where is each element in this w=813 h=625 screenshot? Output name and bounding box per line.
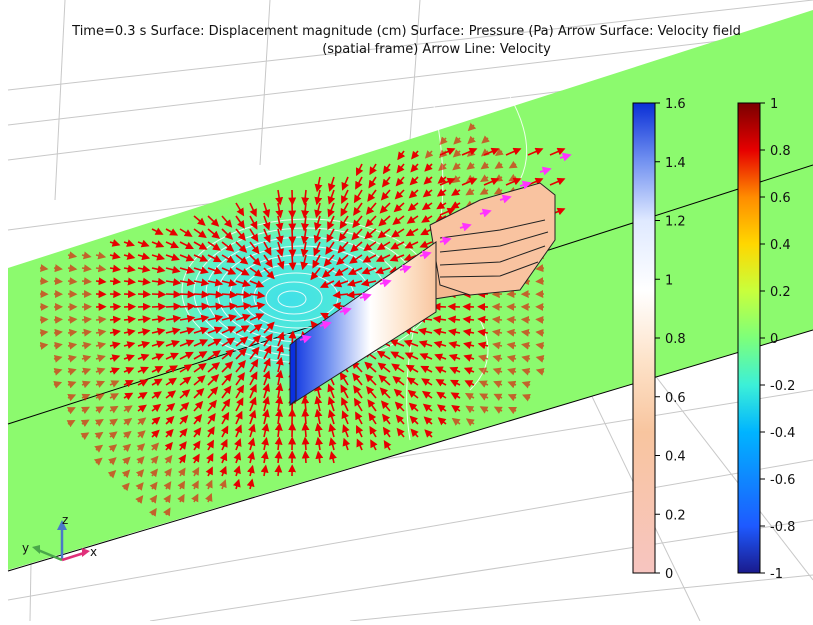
- colorbar-tick-label: -0.8: [770, 520, 795, 535]
- colorbar-pressure-gradient: [738, 103, 760, 573]
- velocity-arrow: [82, 319, 90, 320]
- velocity-arrow: [40, 281, 47, 282]
- velocity-arrow: [537, 281, 544, 282]
- velocity-arrow: [278, 452, 279, 463]
- velocity-arrow: [96, 319, 105, 320]
- velocity-arrow: [110, 281, 120, 282]
- velocity-arrow: [54, 268, 61, 269]
- velocity-arrow: [54, 319, 61, 320]
- velocity-arrow: [54, 332, 61, 333]
- velocity-arrow: [40, 319, 47, 320]
- velocity-arrow: [40, 332, 47, 333]
- velocity-arrow: [305, 424, 306, 437]
- velocity-arrow: [82, 281, 90, 282]
- velocity-arrow: [292, 216, 293, 230]
- colorbar-tick-label: 0.6: [665, 391, 686, 406]
- velocity-arrow: [166, 306, 180, 307]
- velocity-arrow: [208, 306, 222, 307]
- velocity-arrow: [96, 281, 105, 282]
- velocity-arrow: [138, 307, 149, 308]
- axis-label-y: y: [22, 541, 29, 555]
- velocity-arrow: [152, 294, 165, 295]
- colorbar-tick-label: 1.6: [665, 97, 686, 112]
- colorbar-tick-label: 0.4: [665, 450, 686, 465]
- velocity-arrow: [305, 438, 306, 450]
- velocity-arrow: [194, 306, 208, 307]
- velocity-arrow: [152, 306, 165, 307]
- axis-label-z: z: [62, 513, 68, 527]
- colorbar-tick-label: 0.2: [770, 285, 791, 300]
- colorbar-tick-label: -0.4: [770, 426, 795, 441]
- velocity-arrow: [292, 242, 293, 256]
- colorbar-tick-label: -0.2: [770, 379, 795, 394]
- velocity-arrow: [523, 332, 531, 333]
- colorbar-tick-label: 0: [665, 567, 673, 582]
- velocity-arrow: [110, 319, 120, 320]
- colorbar-tick-label: 0.4: [770, 238, 791, 253]
- colorbar-tick-label: 0.8: [770, 144, 791, 159]
- colorbar-tick-label: 1.2: [665, 215, 686, 230]
- colorbar-tick-label: 0: [770, 332, 778, 347]
- velocity-arrow: [537, 268, 544, 269]
- velocity-arrow: [166, 294, 180, 295]
- colorbar-displacement-gradient: [633, 103, 655, 573]
- velocity-arrow: [68, 281, 76, 282]
- velocity-arrow: [537, 332, 544, 333]
- velocity-arrow: [464, 319, 474, 320]
- colorbar-tick-label: 1: [770, 97, 778, 112]
- colorbar-tick-label: -1: [770, 567, 783, 582]
- plot-title-line-1: Time=0.3 s Surface: Displacement magnitu…: [0, 24, 813, 39]
- velocity-arrow: [292, 255, 293, 269]
- velocity-arrow: [537, 319, 544, 320]
- velocity-arrow: [479, 319, 488, 320]
- velocity-arrow: [68, 268, 76, 269]
- velocity-arrow: [180, 306, 194, 307]
- velocity-arrow: [68, 319, 76, 320]
- velocity-arrow: [522, 319, 530, 320]
- velocity-arrow: [208, 294, 222, 295]
- colorbar-tick-label: -0.6: [770, 473, 795, 488]
- colorbar-tick-label: 0.6: [770, 191, 791, 206]
- axis-label-x: x: [90, 545, 97, 559]
- velocity-arrow: [305, 452, 306, 463]
- colorbar-tick-label: 0.2: [665, 508, 686, 523]
- velocity-arrow: [278, 466, 279, 476]
- velocity-arrow: [292, 229, 293, 243]
- colorbar-tick-label: 1: [665, 273, 673, 288]
- colorbar-tick-label: 0.8: [665, 332, 686, 347]
- velocity-arrow: [180, 294, 194, 295]
- colorbar-tick-label: 1.4: [665, 156, 686, 171]
- velocity-arrow: [54, 281, 61, 282]
- velocity-arrow: [68, 332, 76, 333]
- velocity-arrow: [508, 319, 516, 320]
- velocity-arrow: [194, 294, 208, 295]
- plot-title-line-2: (spatial frame) Arrow Line: Velocity: [0, 42, 813, 57]
- velocity-arrow: [449, 307, 460, 308]
- velocity-arrow: [493, 319, 502, 320]
- velocity-arrow: [40, 268, 47, 269]
- velocity-arrow: [222, 294, 236, 295]
